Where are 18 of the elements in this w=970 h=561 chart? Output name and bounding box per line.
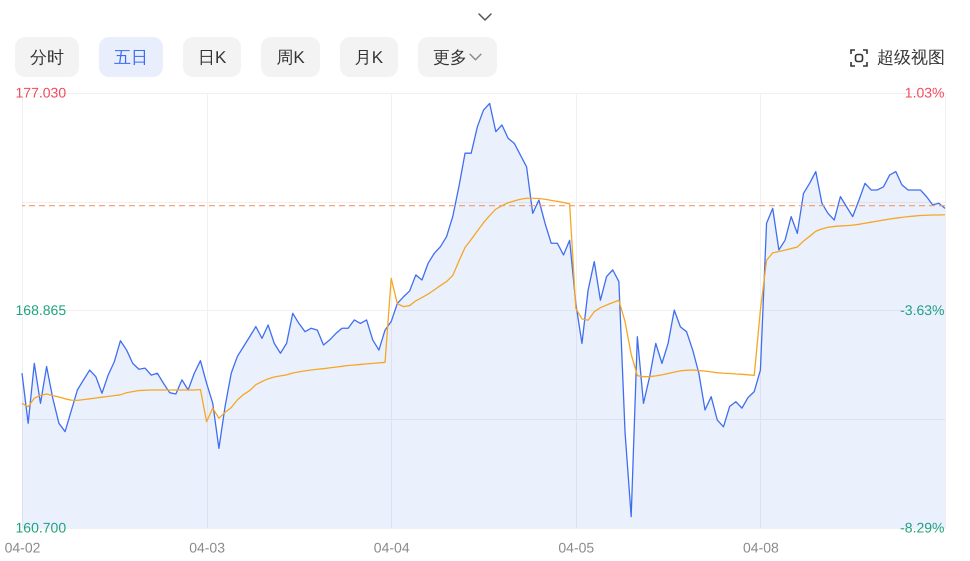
tab-button: 更多 xyxy=(418,37,498,77)
y-tick-label: 177.030 xyxy=(16,84,66,100)
x-tick-label: 04-08 xyxy=(742,540,780,556)
y2-tick-label: -8.29% xyxy=(900,520,944,536)
tab-button: 分时 xyxy=(15,37,79,77)
tab-button: 五日 xyxy=(99,37,163,77)
tab-button: 日K xyxy=(183,37,242,77)
x-tick-label: 04-02 xyxy=(4,540,41,556)
text: 超级视图 xyxy=(877,47,945,69)
y-tick-label: 160.700 xyxy=(16,520,66,536)
x-tick-label: 04-04 xyxy=(374,540,410,556)
tab-button: 月K xyxy=(340,37,398,77)
x-tick-label: 04-05 xyxy=(558,540,594,556)
x-tick-label: 04-03 xyxy=(189,540,226,556)
y2-tick-label: 1.03% xyxy=(904,84,944,100)
y-tick-label: 168.865 xyxy=(16,302,66,318)
y2-tick-label: -3.63% xyxy=(900,302,944,318)
tab-button: 周K xyxy=(261,37,320,77)
